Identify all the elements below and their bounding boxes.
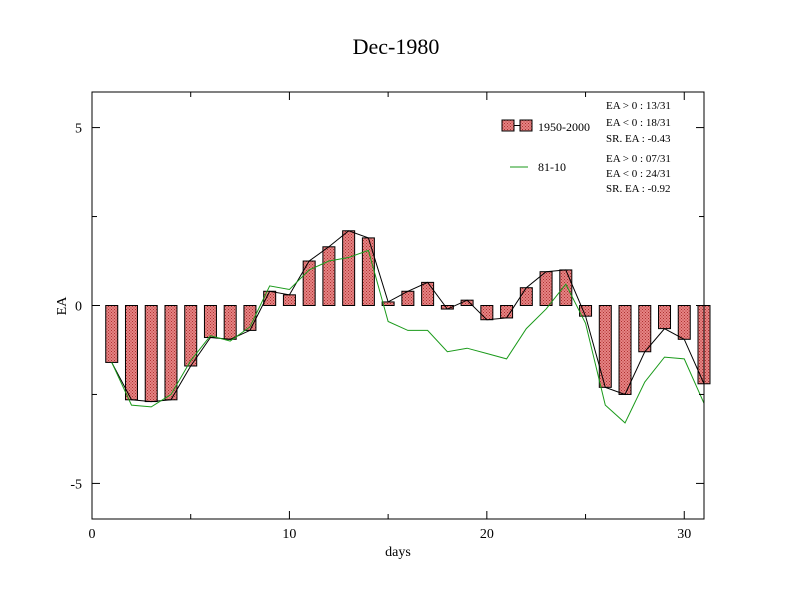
y-tick-label-0: 0 [75, 300, 82, 315]
bar-1950-2000-day-28 [638, 305, 652, 353]
x-tick-label-30: 30 [677, 527, 691, 542]
annotation-8110-line-2: EA < 0 : 24/31 [606, 168, 671, 180]
bar-1950-2000-day-2 [124, 305, 138, 401]
bar-1950-2000-day-4 [164, 305, 178, 401]
bar-1950-2000-day-27 [618, 305, 632, 395]
bar-1950-2000-day-26 [598, 305, 612, 388]
y-axis-label: EA [55, 296, 70, 316]
bar-1950-2000-day-22 [519, 287, 533, 307]
bar-1950-2000-day-1 [105, 305, 119, 363]
bar-1950-2000-day-5 [184, 305, 198, 367]
annotation-1950-line-3: SR. EA : -0.43 [606, 133, 671, 145]
x-axis-label: days [385, 545, 411, 560]
x-tick-label-20: 20 [480, 527, 494, 542]
series-line-81-10 [111, 249, 705, 424]
annotation-8110-line-1: EA > 0 : 07/31 [606, 153, 671, 165]
y-tick-label-5: 5 [75, 122, 82, 137]
bar-1950-2000-day-6 [203, 305, 217, 339]
bar-1950-2000-day-7 [223, 305, 237, 340]
legend-label-81-10: 81-10 [538, 160, 566, 174]
chart-title: Dec-1980 [353, 34, 440, 59]
x-tick-label-10: 10 [282, 527, 296, 542]
bar-group [105, 230, 711, 403]
annotation-8110-line-3: SR. EA : -0.92 [606, 183, 670, 195]
bar-1950-2000-day-17 [421, 281, 435, 306]
bar-1950-2000-day-30 [677, 305, 691, 340]
x-tick-label-0: 0 [89, 527, 96, 542]
bar-1950-2000-day-20 [480, 305, 494, 321]
bar-1950-2000-day-3 [144, 305, 158, 403]
bar-1950-2000-day-12 [322, 246, 336, 307]
legend-label-1950-2000: 1950-2000 [538, 120, 590, 134]
legend-swatch-1950-2000 [501, 119, 515, 132]
bar-1950-2000-day-29 [658, 305, 672, 330]
annotation-1950-line-2: EA < 0 : 18/31 [606, 117, 671, 129]
bar-1950-2000-day-10 [282, 294, 296, 307]
bar-1950-2000-day-24 [559, 269, 573, 306]
series-line-1950-2000 [111, 230, 705, 403]
bar-1950-2000-day-9 [263, 290, 277, 306]
legend-swatch-1950-2000-b [519, 119, 533, 132]
y-axis-ticks: 5 0 -5 [70, 122, 704, 492]
legend: 1950-2000 81-10 EA > 0 : 13/31 EA < 0 : … [501, 100, 671, 195]
bar-1950-2000-day-23 [539, 271, 553, 306]
y-tick-label--5: -5 [70, 477, 82, 492]
bar-1950-2000-day-14 [361, 237, 375, 306]
annotation-1950-line-1: EA > 0 : 13/31 [606, 100, 671, 112]
x-axis-ticks: 0 10 20 30 [89, 92, 691, 542]
bar-1950-2000-day-13 [342, 230, 356, 306]
line-group [111, 230, 705, 424]
